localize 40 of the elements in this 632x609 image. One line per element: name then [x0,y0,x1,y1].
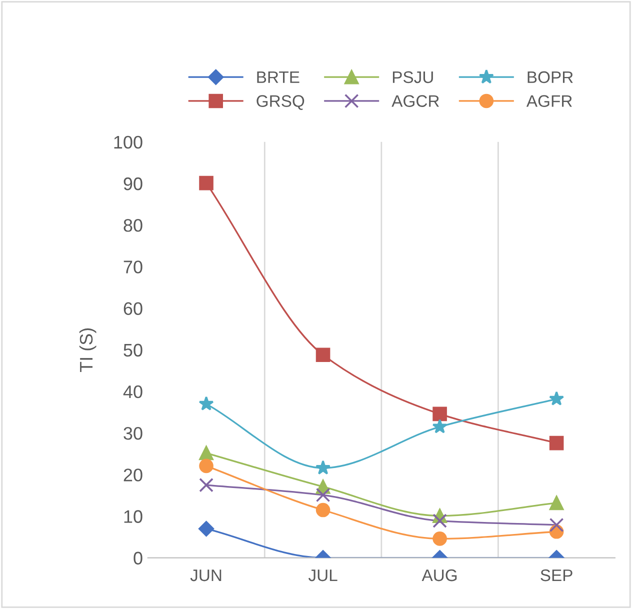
x-tick-label: JUN [190,570,222,582]
y-axis-title: TI (S) [79,328,96,372]
point [432,418,448,434]
legend-label: AGCR [392,95,439,107]
y-tick-label: 50 [124,344,142,357]
x-tick-label: AUG [422,569,457,582]
y-tick-label: 20 [124,468,142,482]
point [199,176,214,190]
legend-label: GRSQ [256,95,304,110]
point [199,478,214,492]
y-tick-label: 10 [124,510,142,523]
legend-label: PSJU [392,71,433,84]
point [549,518,564,532]
point [432,532,447,546]
point [199,446,214,460]
point [549,391,564,406]
y-tick-label: 80 [124,219,142,232]
y-tick-label: 90 [124,177,142,190]
point [549,436,564,450]
point [549,496,564,510]
point [316,488,330,502]
y-tick-label: 30 [124,426,142,440]
y-tick-label: 60 [124,302,142,315]
legend-label: BRTE [257,71,300,83]
point [316,348,330,362]
point [432,406,447,422]
point [198,520,214,537]
y-tick-label: 70 [124,260,142,274]
x-tick-label: JUL [308,570,338,582]
y-tick-label: 0 [134,552,142,565]
x-tick-label: SEP [540,569,572,582]
point [316,502,330,518]
legend-label: AGFR [526,95,572,107]
y-tick-label: 100 [114,136,142,149]
y-tick-label: 40 [123,385,142,398]
point [316,460,331,475]
point [198,396,214,410]
point [432,514,447,528]
point [199,458,214,474]
legend-label: BOPR [528,71,573,84]
